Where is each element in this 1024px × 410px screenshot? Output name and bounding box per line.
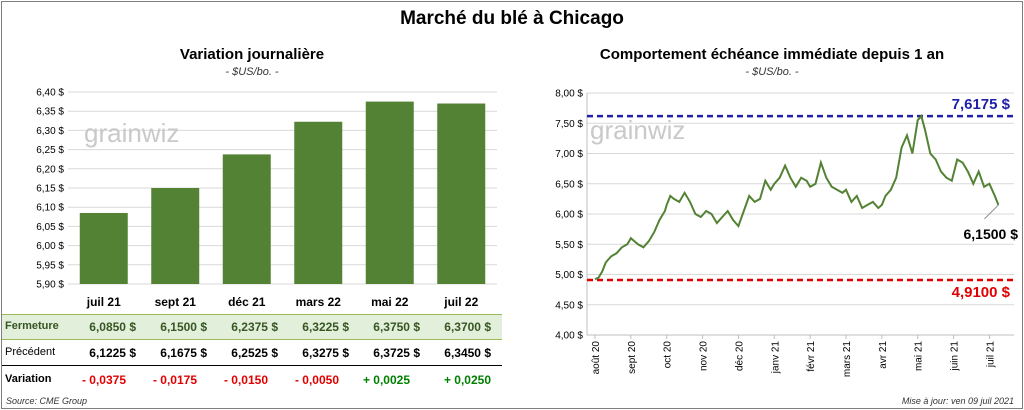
x-tick-label: déc 20: [734, 341, 745, 371]
y-tick-label: 6,35 $: [36, 107, 64, 118]
table-cell: - 0,0375: [81, 373, 126, 387]
table-cell: - 0,0050: [294, 373, 339, 387]
x-category-label: juil 21: [86, 295, 121, 309]
front-month-line-chart: 4,00 $ 4,50 $ 5,00 $ 5,50 $ 6,00 $ 6,50 $ 7,00…: [555, 89, 1019, 378]
y-tick-label: 6,30 $: [36, 126, 64, 137]
x-tick-label: août 20: [591, 341, 602, 375]
table-cell: 6,2375 $: [231, 320, 278, 334]
last-value-leader: [984, 204, 999, 220]
table-cell: 6,3450 $: [444, 346, 491, 360]
bar: [79, 212, 128, 284]
last-value-label: 6,1500 $: [964, 226, 1019, 242]
x-category-label: mars 22: [296, 295, 342, 309]
table-cell: 6,3725 $: [373, 346, 420, 360]
table-cell: + 0,0025: [362, 373, 410, 387]
table-row-close: Fermeture 6,0850 $ 6,1500 $ 6,2375 $ 6,3…: [2, 314, 502, 340]
x-tick-label: oct 20: [663, 341, 674, 369]
x-tick-label: sept 20: [627, 341, 638, 374]
table-cell: 6,3750 $: [373, 320, 420, 334]
y-tick-label: 4,00 $: [555, 331, 583, 342]
table-cell: 6,3700 $: [444, 320, 491, 334]
left-chart-title: Variation journalière: [179, 46, 325, 63]
y-tick-label: 8,00 $: [555, 89, 583, 100]
x-category-label: juil 22: [443, 295, 478, 309]
price-line: [594, 114, 1000, 281]
x-tick-label: juil 21: [985, 341, 996, 369]
main-title: Marché du blé à Chicago: [400, 8, 624, 29]
table-cell: + 0,0250: [443, 373, 491, 387]
table-cell: 6,2525 $: [231, 346, 278, 360]
row-label: Fermeture: [5, 320, 59, 332]
watermark-logo: grainwiz: [590, 115, 685, 145]
y-tick-label: 4,50 $: [555, 300, 583, 311]
bar: [365, 101, 414, 284]
x-tick-label: janv 21: [770, 341, 781, 375]
y-tick-label: 5,90 $: [36, 280, 64, 291]
right-chart-subtitle: - $US/bo. -: [745, 66, 799, 78]
x-category-label: mai 22: [371, 295, 409, 309]
table-row-variation: Variation - 0,0375 - 0,0175 - 0,0150 - 0…: [2, 368, 502, 392]
y-tick-label: 5,95 $: [36, 260, 64, 271]
high-value-label: 7,6175 $: [952, 96, 1011, 113]
y-tick-label: 6,50 $: [555, 179, 583, 190]
daily-variation-bar-chart: 5,90 $ 5,95 $ 6,00 $ 6,05 $ 6,10 $ 6,15 $ 6,20…: [36, 88, 497, 309]
x-tick-label: mai 21: [914, 341, 925, 371]
x-category-label: sept 21: [155, 295, 197, 309]
table-cell: 6,3225 $: [302, 320, 349, 334]
table-cell: 6,1225 $: [89, 346, 136, 360]
table-cell: - 0,0150: [223, 373, 268, 387]
y-tick-label: 6,05 $: [36, 222, 64, 233]
watermark-logo: grainwiz: [84, 118, 179, 148]
table-cell: - 0,0175: [152, 373, 197, 387]
y-tick-label: 6,00 $: [555, 210, 583, 221]
y-tick-label: 6,10 $: [36, 203, 64, 214]
y-tick-label: 6,20 $: [36, 164, 64, 175]
y-tick-label: 6,00 $: [36, 241, 64, 252]
x-tick-label: avr 21: [878, 341, 889, 369]
update-note: Mise à jour: ven 09 juil 2021: [901, 396, 1014, 406]
row-label: Variation: [5, 373, 52, 385]
table-row-previous: Précédent 6,1225 $ 6,1675 $ 6,2525 $ 6,3…: [2, 341, 502, 366]
y-tick-label: 6,25 $: [36, 145, 64, 156]
bar: [437, 103, 486, 285]
x-tick-label: juin 21: [950, 341, 961, 372]
table-cell: 6,0850 $: [89, 320, 136, 334]
y-tick-label: 7,00 $: [555, 149, 583, 160]
y-tick-label: 5,00 $: [555, 270, 583, 281]
row-label: Précédent: [5, 346, 56, 358]
left-chart-subtitle: - $US/bo. -: [225, 66, 279, 78]
y-tick-label: 6,40 $: [36, 88, 64, 99]
table-cell: 6,1675 $: [160, 346, 207, 360]
bar: [151, 188, 200, 284]
x-tick-label: mars 21: [842, 341, 853, 378]
bar: [294, 121, 343, 284]
source-note: Source: CME Group: [6, 396, 88, 406]
y-tick-label: 6,15 $: [36, 184, 64, 195]
x-tick-label: nov 20: [699, 341, 710, 371]
y-tick-label: 5,50 $: [555, 240, 583, 251]
right-chart-title: Comportement échéance immédiate depuis 1…: [599, 46, 945, 63]
table-cell: 6,1500 $: [160, 320, 207, 334]
x-tick-label: févr 21: [806, 341, 817, 372]
y-tick-label: 7,50 $: [555, 119, 583, 130]
bar: [222, 154, 271, 284]
table-cell: 6,3275 $: [302, 346, 349, 360]
low-value-label: 4,9100 $: [952, 284, 1011, 301]
x-category-label: déc 21: [228, 295, 266, 309]
